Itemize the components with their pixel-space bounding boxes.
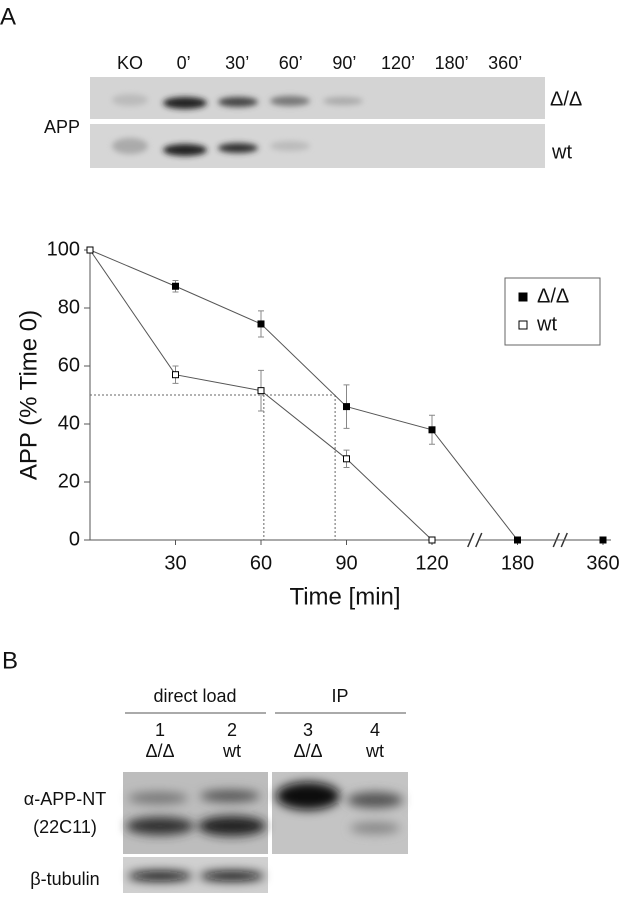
x-tick-label: 60 — [250, 552, 272, 574]
y-tick-label: 60 — [58, 354, 80, 376]
data-point — [343, 455, 350, 463]
x-tick-label: 120 — [415, 552, 448, 574]
axis-break — [467, 532, 475, 548]
data-point — [257, 387, 265, 395]
y-tick-label: 80 — [58, 296, 80, 318]
y-tick-label: 100 — [47, 238, 80, 260]
lane-label: 60’ — [279, 53, 303, 73]
blot-label: APP — [44, 117, 80, 137]
antibody-label: α-APP-NT — [24, 789, 106, 809]
lane-label: 30’ — [225, 53, 249, 73]
legend-label: Δ/Δ — [537, 285, 569, 307]
data-point — [172, 282, 179, 290]
y-tick-label: 40 — [58, 412, 80, 434]
x-tick-label: 180 — [501, 552, 534, 574]
x-tick-label: 30 — [164, 552, 186, 574]
data-point — [257, 320, 265, 328]
lane-label: 0’ — [177, 53, 191, 73]
data-point — [428, 426, 436, 434]
blot-b — [123, 772, 408, 893]
axis-break — [475, 532, 483, 548]
lane-label: 90’ — [332, 53, 356, 73]
row-label: Δ/Δ — [550, 88, 582, 110]
legend-box — [504, 277, 601, 346]
legend-marker — [518, 320, 528, 330]
lane-label: wt — [365, 741, 384, 761]
data-point — [514, 536, 521, 544]
antibody-label: (22C11) — [33, 817, 97, 837]
data-point — [343, 403, 350, 411]
lane-label: 360’ — [488, 53, 522, 73]
group-label: direct load — [153, 686, 236, 706]
lane-label: 180’ — [435, 53, 469, 73]
lane-label: 120’ — [381, 53, 415, 73]
control-label: β-tubulin — [30, 869, 99, 889]
group-label: IP — [331, 686, 348, 706]
data-point — [86, 246, 94, 254]
y-tick-label: 0 — [69, 528, 80, 550]
data-point — [599, 536, 607, 544]
lane-label: 3 — [303, 720, 313, 740]
x-tick-label: 90 — [335, 552, 357, 574]
row-label: wt — [551, 141, 572, 163]
lane-label: 1 — [155, 720, 165, 740]
axis-break-gap — [469, 537, 480, 543]
y-axis-label: APP (% Time 0) — [15, 310, 42, 480]
y-tick-label: 20 — [58, 470, 80, 492]
legend-marker — [518, 292, 528, 302]
lane-label: wt — [222, 741, 241, 761]
data-point — [172, 371, 179, 379]
legend-label: wt — [536, 313, 557, 335]
panel-label: B — [2, 647, 18, 674]
data-point — [428, 536, 436, 544]
x-axis-label: Time [min] — [289, 583, 400, 610]
panel-label: A — [0, 3, 16, 30]
lane-label: 2 — [227, 720, 237, 740]
blot-a — [90, 77, 545, 168]
lane-label: KO — [117, 53, 143, 73]
x-tick-label: 360 — [586, 552, 619, 574]
lane-label: Δ/Δ — [145, 741, 174, 761]
lane-label: Δ/Δ — [293, 741, 322, 761]
lane-label: 4 — [370, 720, 380, 740]
chart: APP (% Time 0) Time [min] 0 20 40 60 80 100 30… — [15, 238, 619, 610]
